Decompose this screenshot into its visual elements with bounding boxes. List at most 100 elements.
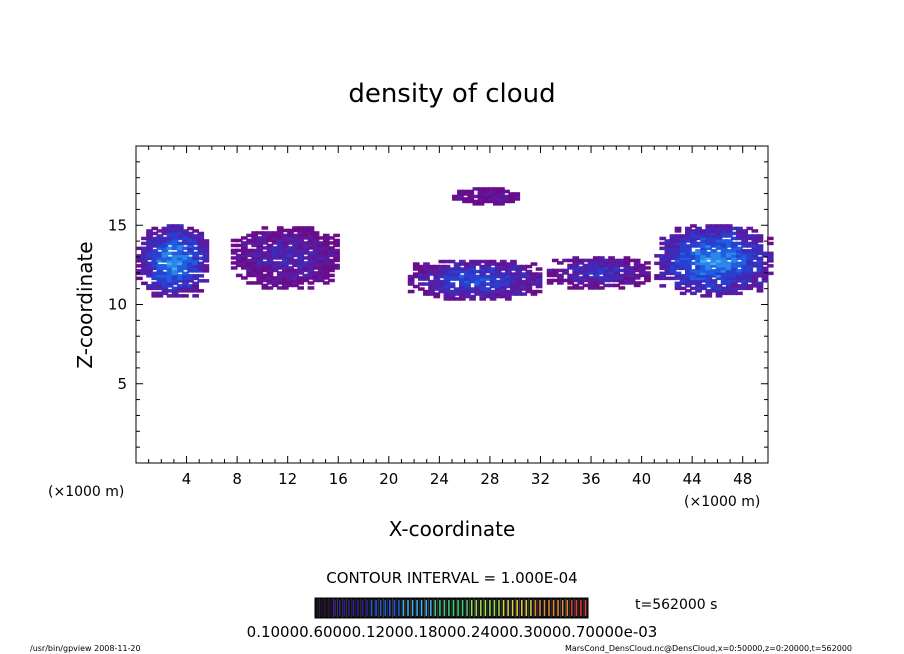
cloud-cell [171,271,179,276]
cloud-cell [690,261,697,266]
cloud-cell [443,267,451,271]
cloud-cell [151,254,159,258]
cloud-cell [484,292,492,296]
cloud-cell [282,266,289,270]
cloud-cell [251,236,258,240]
x-tick-label: 40 [632,470,651,488]
cloud-cell [302,266,310,270]
cloud-cell [515,269,522,274]
cloud-cell [297,256,304,260]
cloud-cell [685,234,692,238]
cloud-cell [271,231,279,235]
cloud-cell [603,273,610,278]
cloud-cell [644,261,651,265]
cloud-cell [322,246,330,250]
cloud-cell [171,289,179,293]
cloud-cell [266,268,274,273]
cloud-cell [192,294,199,298]
cloud-cell [705,231,713,236]
cloud-cell [725,284,733,288]
cloud-cell [510,279,517,284]
cloud-cell [171,259,179,263]
cloud-cell [407,277,415,281]
cloud-cell [467,197,475,201]
cloud-cell [151,266,159,271]
cloud-cell [428,287,435,291]
cloud-cell [664,254,672,258]
cloud-cell [428,292,435,296]
cloud-cell [177,251,184,256]
cloud-cell [457,197,464,201]
cloud-cell [474,289,481,294]
cloud-cell [669,276,677,281]
cloud-cell [161,279,169,283]
cloud-cell [751,229,759,233]
cloud-cell [287,251,294,255]
cloud-cell [746,244,754,248]
cloud-cell [710,239,718,243]
cloud-cell [695,254,702,258]
cloud-cell [690,251,697,256]
cloud-cell [261,251,269,255]
cloud-cell [202,239,210,243]
cloud-cell [520,292,528,296]
cloud-cell [725,256,733,261]
cloud-cell [685,274,692,278]
cloud-cell [187,249,194,253]
cloud-cell [623,271,631,275]
cloud-cell [720,251,728,256]
cloud-cell [720,291,728,296]
cloud-cell [271,248,279,253]
cloud-cell [433,274,441,279]
cloud-cell [166,276,174,281]
cloud-cell [177,259,184,263]
cloud-cell [741,239,748,243]
cloud-cell [498,189,505,194]
cloud-cell [166,264,174,268]
cloud-cell [515,272,522,276]
cloud-cell [423,282,430,286]
cloud-cell [715,261,723,266]
cloud-cell [603,276,610,280]
cloud-cell [161,239,169,243]
cloud-cell [182,229,189,233]
cloud-cell [746,259,754,263]
cloud-cell [710,224,718,228]
cloud-cell [731,231,738,236]
cloud-cell [171,294,179,298]
cloud-cell [746,269,754,273]
cloud-cell [725,264,733,268]
cloud-cell [202,244,210,248]
cloud-cell [472,202,480,206]
cloud-cell [618,281,626,285]
cloud-cell [438,287,446,291]
cloud-cell [535,272,543,276]
cloud-cell [246,271,253,275]
cloud-cell [438,289,446,294]
cloud-cell [256,263,264,268]
cloud-cell [166,236,174,241]
cloud-cell [266,286,274,290]
cloud-cell [731,269,738,273]
cloud-cell [546,271,554,275]
cloud-cell [598,278,605,283]
cloud-cell [700,264,707,268]
cloud-cell [464,294,471,299]
cloud-cell [613,276,620,280]
cloud-cell [459,259,466,264]
cloud-cell [751,244,759,248]
cloud-cell [187,274,194,278]
cloud-cell [256,268,264,273]
cloud-cell [197,236,205,241]
cloud-cell [695,274,702,278]
cloud-cell [710,244,718,248]
cloud-cell [587,283,595,288]
cloud-cell [741,264,748,268]
cloud-cell [261,266,269,270]
cloud-cell [317,266,325,270]
cloud-cell [474,284,481,289]
cloud-cell [674,274,682,278]
cloud-cell [592,258,600,263]
x-tick-label: 44 [683,470,702,488]
cloud-cell [307,238,315,243]
